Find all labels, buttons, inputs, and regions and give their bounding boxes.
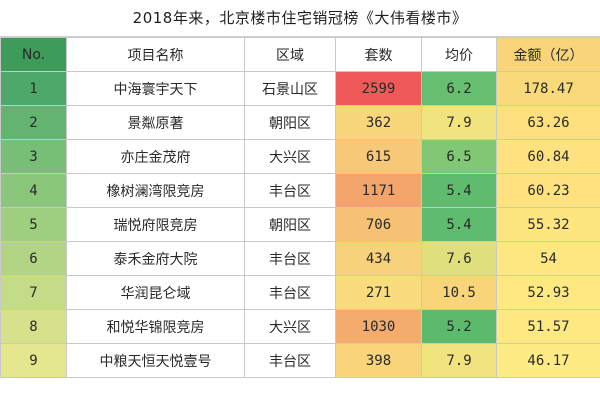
- cell-no: 9: [0, 343, 67, 378]
- header-amount: 金额（亿）: [496, 37, 600, 72]
- table-row: 4 橡树澜湾限竞房 丰台区 1171 5.4 60.23: [0, 173, 600, 208]
- cell-avg-price: 5.4: [421, 207, 497, 242]
- table-row: 8 和悦华锦限竞房 大兴区 1030 5.2 51.57: [0, 309, 600, 344]
- cell-amount: 60.23: [496, 173, 600, 208]
- cell-no: 1: [0, 71, 67, 106]
- cell-project-name: 瑞悦府限竞房: [66, 207, 245, 242]
- cell-district: 丰台区: [244, 343, 336, 378]
- table-row: 2 景粼原著 朝阳区 362 7.9 63.26: [0, 105, 600, 140]
- sheet-title: 2018年来，北京楼市住宅销冠榜《大伟看楼市》: [0, 0, 600, 37]
- cell-no: 4: [0, 173, 67, 208]
- cell-district: 丰台区: [244, 173, 336, 208]
- cell-avg-price: 7.9: [421, 343, 497, 378]
- cell-units: 2599: [335, 71, 422, 106]
- cell-no: 5: [0, 207, 67, 242]
- header-units: 套数: [335, 37, 422, 72]
- header-avg-price: 均价: [421, 37, 497, 72]
- cell-district: 石景山区: [244, 71, 336, 106]
- cell-avg-price: 7.6: [421, 241, 497, 276]
- cell-project-name: 中粮天恒天悦壹号: [66, 343, 245, 378]
- table-row: 9 中粮天恒天悦壹号 丰台区 398 7.9 46.17: [0, 343, 600, 378]
- cell-no: 7: [0, 275, 67, 310]
- table-row: 3 亦庄金茂府 大兴区 615 6.5 60.84: [0, 139, 600, 174]
- header-name: 项目名称: [66, 37, 245, 72]
- cell-district: 大兴区: [244, 309, 336, 344]
- cell-no: 2: [0, 105, 67, 140]
- cell-units: 271: [335, 275, 422, 310]
- cell-avg-price: 6.5: [421, 139, 497, 174]
- table-row: 6 泰禾金府大院 丰台区 434 7.6 54: [0, 241, 600, 276]
- cell-no: 8: [0, 309, 67, 344]
- cell-amount: 178.47: [496, 71, 600, 106]
- header-row: No. 项目名称 区域 套数 均价 金额（亿）: [0, 37, 600, 72]
- cell-avg-price: 10.5: [421, 275, 497, 310]
- cell-amount: 51.57: [496, 309, 600, 344]
- cell-units: 1171: [335, 173, 422, 208]
- cell-no: 6: [0, 241, 67, 276]
- cell-district: 朝阳区: [244, 105, 336, 140]
- table-row: 1 中海寰宇天下 石景山区 2599 6.2 178.47: [0, 71, 600, 106]
- cell-project-name: 和悦华锦限竞房: [66, 309, 245, 344]
- header-no: No.: [0, 37, 67, 72]
- cell-amount: 46.17: [496, 343, 600, 378]
- cell-project-name: 华润昆仑域: [66, 275, 245, 310]
- cell-project-name: 橡树澜湾限竞房: [66, 173, 245, 208]
- cell-district: 丰台区: [244, 241, 336, 276]
- table-row: 5 瑞悦府限竞房 朝阳区 706 5.4 55.32: [0, 207, 600, 242]
- cell-units: 706: [335, 207, 422, 242]
- ranking-table: No. 项目名称 区域 套数 均价 金额（亿） 1 中海寰宇天下 石景山区 2599 6…: [0, 37, 600, 378]
- cell-amount: 54: [496, 241, 600, 276]
- cell-units: 398: [335, 343, 422, 378]
- cell-amount: 60.84: [496, 139, 600, 174]
- cell-avg-price: 6.2: [421, 71, 497, 106]
- cell-project-name: 景粼原著: [66, 105, 245, 140]
- table-row: 7 华润昆仑域 丰台区 271 10.5 52.93: [0, 275, 600, 310]
- header-district: 区域: [244, 37, 336, 72]
- cell-units: 434: [335, 241, 422, 276]
- cell-no: 3: [0, 139, 67, 174]
- cell-project-name: 泰禾金府大院: [66, 241, 245, 276]
- cell-district: 丰台区: [244, 275, 336, 310]
- cell-units: 1030: [335, 309, 422, 344]
- cell-amount: 52.93: [496, 275, 600, 310]
- cell-district: 朝阳区: [244, 207, 336, 242]
- cell-district: 大兴区: [244, 139, 336, 174]
- cell-avg-price: 7.9: [421, 105, 497, 140]
- cell-project-name: 中海寰宇天下: [66, 71, 245, 106]
- cell-units: 615: [335, 139, 422, 174]
- cell-amount: 63.26: [496, 105, 600, 140]
- cell-amount: 55.32: [496, 207, 600, 242]
- cell-project-name: 亦庄金茂府: [66, 139, 245, 174]
- cell-avg-price: 5.4: [421, 173, 497, 208]
- cell-units: 362: [335, 105, 422, 140]
- cell-avg-price: 5.2: [421, 309, 497, 344]
